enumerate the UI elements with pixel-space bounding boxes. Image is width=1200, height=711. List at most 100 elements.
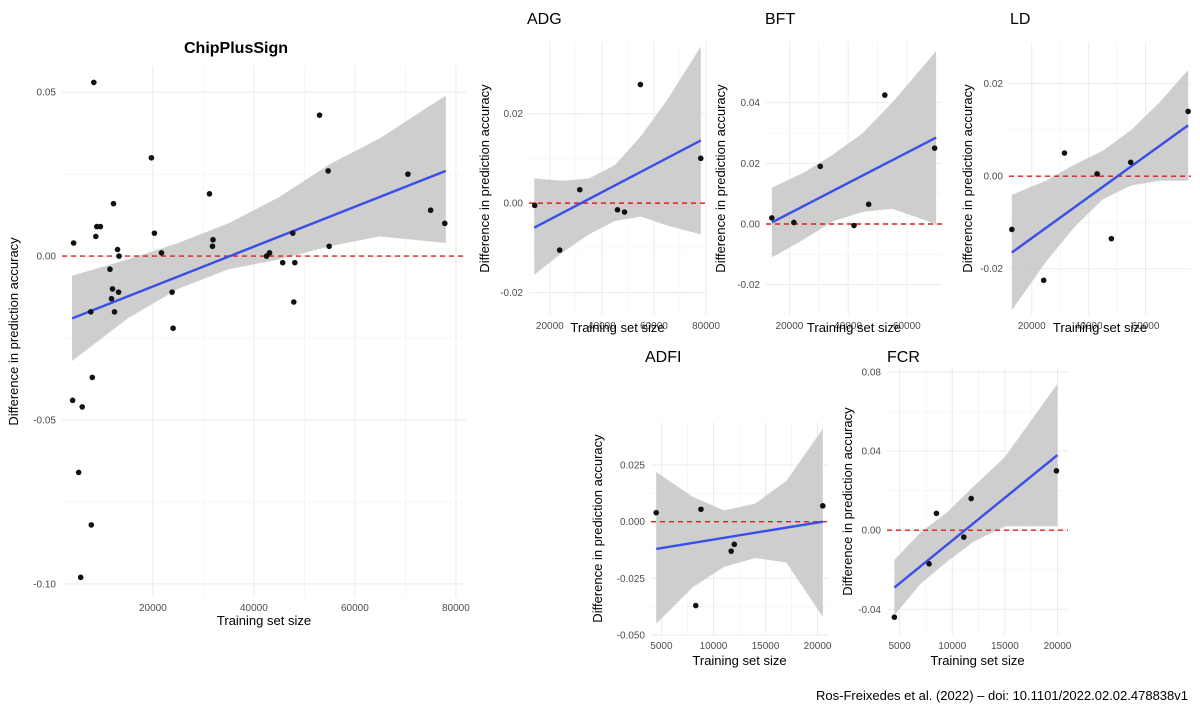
y-tick-label: 0.04	[741, 98, 761, 109]
panel-chipplussign: 20000 40000 60000 80000 -0.10 -0.05 0.00 0.05 Ch…	[6, 40, 470, 628]
data-point	[289, 230, 296, 236]
data-point	[817, 163, 824, 170]
data-point	[968, 495, 974, 502]
panel-bft: 20000 40000 60000 -0.02 0.00 0.02 0.04 BFT Train…	[713, 11, 942, 335]
x-tick-label: 10000	[700, 641, 728, 652]
data-point	[107, 266, 113, 273]
data-point	[1061, 150, 1068, 156]
data-point	[93, 233, 99, 240]
y-axis-title: Difference in prediction accuracy	[960, 84, 975, 273]
data-point	[621, 209, 628, 215]
panel-adg: 20000 40000 60000 80000 -0.02 0.00 0.02 ADG Trai…	[477, 11, 720, 335]
data-point	[1040, 277, 1047, 284]
regression-line	[533, 139, 702, 229]
x-tick-label: 60000	[893, 321, 921, 332]
x-tick-label: 20000	[804, 641, 832, 652]
data-point	[69, 397, 76, 404]
y-axis-title: Difference in prediction accuracy	[713, 84, 728, 273]
data-point	[405, 171, 411, 177]
panel-title: ADG	[527, 11, 562, 28]
data-point	[961, 534, 967, 540]
data-point	[77, 574, 84, 581]
data-point	[151, 230, 158, 236]
y-tick-label: -0.04	[858, 605, 881, 616]
x-tick-label: 20000	[536, 321, 564, 332]
data-point	[531, 202, 538, 209]
data-point	[111, 309, 118, 315]
x-axis-title: Training set size	[217, 613, 311, 628]
x-tick-label: 5000	[650, 641, 673, 652]
y-tick-label: 0.05	[37, 88, 57, 99]
data-point	[865, 201, 872, 208]
data-point	[325, 168, 331, 174]
data-point	[158, 250, 165, 256]
x-tick-label: 40000	[588, 321, 616, 332]
data-point	[266, 250, 273, 256]
x-tick-label: 15000	[991, 641, 1019, 652]
x-tick-label: 20000	[1044, 641, 1072, 652]
data-point	[87, 309, 94, 315]
panel-title: FCR	[887, 349, 920, 366]
x-tick-label: 60000	[341, 603, 369, 614]
y-tick-label: 0.00	[37, 252, 57, 263]
data-point	[209, 243, 216, 250]
data-point	[1009, 226, 1015, 233]
data-point	[576, 186, 583, 193]
y-axis-title: Difference in prediction accuracy	[590, 434, 605, 623]
regression-line	[893, 454, 1059, 589]
x-axis-title: Training set size	[570, 320, 664, 335]
data-point	[769, 215, 775, 221]
data-point	[728, 548, 734, 554]
data-point	[290, 299, 297, 305]
y-tick-label: -0.02	[500, 288, 523, 299]
y-tick-label: 0.000	[620, 517, 645, 528]
confidence-ribbon	[771, 51, 937, 258]
data-point	[292, 259, 298, 266]
data-point	[115, 289, 122, 295]
data-point	[1108, 235, 1115, 242]
data-point	[326, 243, 332, 250]
data-point	[931, 145, 938, 151]
data-point	[170, 325, 176, 332]
data-point	[791, 219, 797, 226]
data-point	[1094, 171, 1100, 177]
x-tick-label: 40000	[834, 321, 862, 332]
x-axis-title: Training set size	[1053, 320, 1147, 335]
y-tick-label: -0.050	[617, 631, 646, 642]
panel-title: ADFI	[645, 349, 681, 366]
data-point	[88, 522, 95, 528]
data-point	[851, 222, 857, 229]
x-tick-label: 5000	[889, 641, 912, 652]
y-tick-label: -0.05	[33, 416, 56, 427]
data-point	[637, 81, 644, 88]
confidence-ribbon	[894, 383, 1058, 616]
x-tick-label: 60000	[640, 321, 668, 332]
y-tick-label: -0.10	[33, 579, 56, 590]
y-tick-label: 0.02	[741, 159, 761, 170]
y-tick-label: 0.00	[984, 172, 1004, 183]
data-point	[882, 92, 888, 98]
x-tick-label: 60000	[1132, 321, 1160, 332]
panel-title: BFT	[765, 11, 795, 28]
panel-title: ChipPlusSign	[184, 40, 288, 57]
regression-line	[771, 136, 937, 224]
confidence-ribbon	[656, 428, 823, 624]
data-point	[210, 236, 216, 243]
data-point	[316, 112, 323, 118]
data-point	[1127, 159, 1134, 166]
data-point	[1185, 108, 1191, 115]
y-tick-label: 0.00	[504, 199, 524, 210]
data-point	[1053, 468, 1060, 474]
data-point	[441, 220, 448, 227]
data-point	[79, 404, 85, 410]
data-point	[697, 155, 704, 162]
x-tick-label: 10000	[938, 641, 966, 652]
data-point	[731, 541, 738, 548]
y-tick-label: 0.00	[741, 220, 761, 231]
data-point	[279, 259, 286, 266]
confidence-ribbon	[534, 46, 701, 275]
data-point	[891, 614, 898, 620]
panel-adfi: 5000 10000 15000 20000 -0.050 -0.025 0.000 0.02…	[590, 349, 832, 668]
y-tick-label: 0.02	[984, 79, 1004, 90]
